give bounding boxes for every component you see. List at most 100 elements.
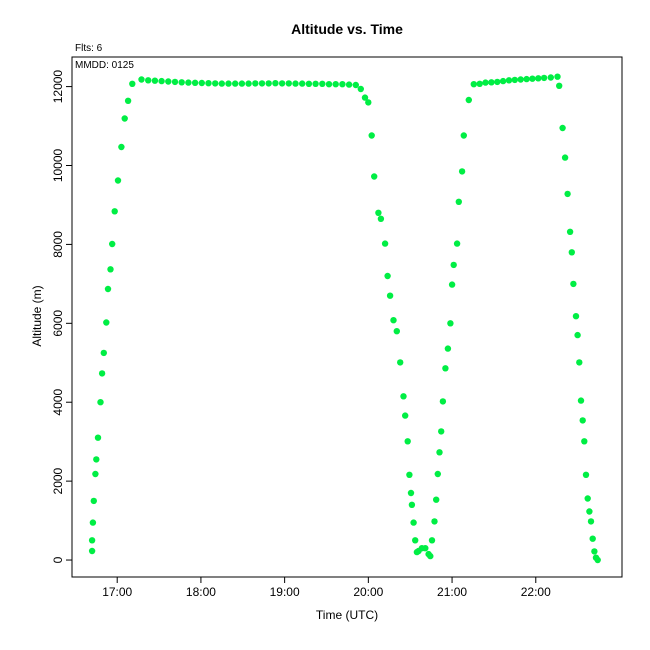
data-point-flight-2 [427,552,434,560]
data-point-flight-2 [436,449,443,456]
data-point-flight-3 [582,471,590,478]
data-point-flight-2 [517,76,524,83]
data-point-flight-1 [232,80,239,87]
data-point-flight-2 [365,99,372,106]
y-tick-label: 2000 [51,467,65,494]
data-point-flight-2 [381,240,389,247]
data-point-flight-2 [361,94,369,101]
data-point-flight-3 [574,331,581,339]
data-point-flight-1 [178,79,185,86]
data-point-flight-1 [258,80,266,87]
data-point-flight-2 [408,501,416,508]
data-point-flight-1 [88,547,96,555]
x-tick-label: 18:00 [186,585,216,599]
data-point-flight-1 [129,80,136,88]
data-point-flight-1 [171,78,179,86]
data-point-flight-3 [577,397,585,404]
data-point-flight-2 [434,470,441,478]
y-tick-label: 10000 [51,148,65,182]
y-tick-label: 0 [51,556,65,563]
data-point-flight-1 [198,79,205,87]
x-tick-label: 20:00 [353,585,383,599]
data-point-flight-2 [428,537,436,544]
data-point-flight-3 [559,124,566,132]
data-point-flight-1 [319,80,326,88]
data-point-flight-2 [540,74,548,82]
data-point-flight-1 [339,81,346,88]
data-point-flight-2 [453,240,461,247]
data-point-flight-3 [568,249,575,256]
data-point-flight-2 [460,132,467,139]
data-point-flight-1 [118,143,125,151]
x-tick-label: 22:00 [521,585,551,599]
data-point-flight-2 [431,518,438,525]
data-point-flight-2 [547,74,554,81]
data-point-flight-1 [121,115,128,122]
data-point-flight-1 [93,456,100,463]
plot-area: MMDD: 0125 17:00 18:00 19:00 20:00 21:00 22:00… [51,56,623,599]
data-point-flight-2 [402,412,409,419]
data-point-flight-1 [158,77,165,85]
chart-title: Altitude vs. Time [291,21,403,37]
data-point-flight-2 [375,209,382,216]
data-point-flight-1 [205,80,212,87]
data-point-flight-1 [104,285,112,293]
data-point-flight-1 [97,399,104,406]
data-point-flight-3 [556,82,563,90]
data-point-flight-3 [576,359,583,366]
data-point-flight-2 [422,545,429,552]
data-point-flight-2 [455,198,462,205]
data-point-flight-2 [438,428,445,435]
flights-count-label: Flts: 6 [75,43,103,54]
data-point-flight-2 [357,85,364,93]
data-point-flight-3 [586,508,593,515]
data-point-flight-3 [572,313,580,320]
data-point-flight-1 [352,81,359,89]
data-point-flight-1 [98,370,106,377]
x-tick-label: 21:00 [437,585,467,599]
data-point-flight-1 [225,80,232,87]
y-tick-label: 8000 [51,231,65,258]
data-point-flight-3 [584,495,591,502]
data-point-flight-2 [384,272,391,280]
data-point-flight-2 [476,80,483,88]
data-point-flight-2 [442,365,449,372]
data-point-flight-1 [212,80,219,87]
data-point-flight-2 [494,78,501,86]
data-point-flight-2 [400,393,407,400]
data-point-flight-1 [92,470,99,478]
y-tick-label: 4000 [51,389,65,416]
mmdd-label: MMDD: 0125 [75,60,134,71]
y-tick-label: 6000 [51,310,65,337]
data-point-flight-2 [482,79,489,86]
data-point-flight-1 [103,319,110,326]
data-point-flight-1 [111,208,118,215]
data-point-flight-1 [265,80,272,87]
data-point-flight-1 [145,77,152,84]
data-point-flight-3 [579,417,586,424]
data-point-flight-1 [88,537,96,544]
data-point-flight-1 [245,80,252,87]
data-point-flight-1 [138,76,145,83]
data-point-flight-1 [252,80,259,87]
data-point-flight-2 [404,438,411,445]
data-point-flight-1 [124,97,132,105]
data-point-flight-2 [529,75,536,82]
data-point-flight-1 [218,80,225,87]
data-point-flight-1 [94,434,102,441]
data-point-flight-3 [581,438,588,445]
data-point-flight-2 [406,471,413,478]
data-point-flight-1 [109,240,116,248]
data-point-flight-2 [444,345,452,352]
data-point-flight-2 [397,359,404,366]
data-point-flight-2 [368,132,375,139]
data-point-flight-2 [505,77,513,84]
data-point-flight-2 [386,292,394,299]
data-point-flight-3 [591,548,598,555]
data-point-flight-1 [305,80,313,88]
data-point-flight-2 [412,537,419,544]
data-point-flight-3 [561,154,569,161]
data-point-flight-2 [433,496,440,503]
y-tick-label: 12000 [51,70,65,104]
data-point-flight-1 [114,177,122,184]
